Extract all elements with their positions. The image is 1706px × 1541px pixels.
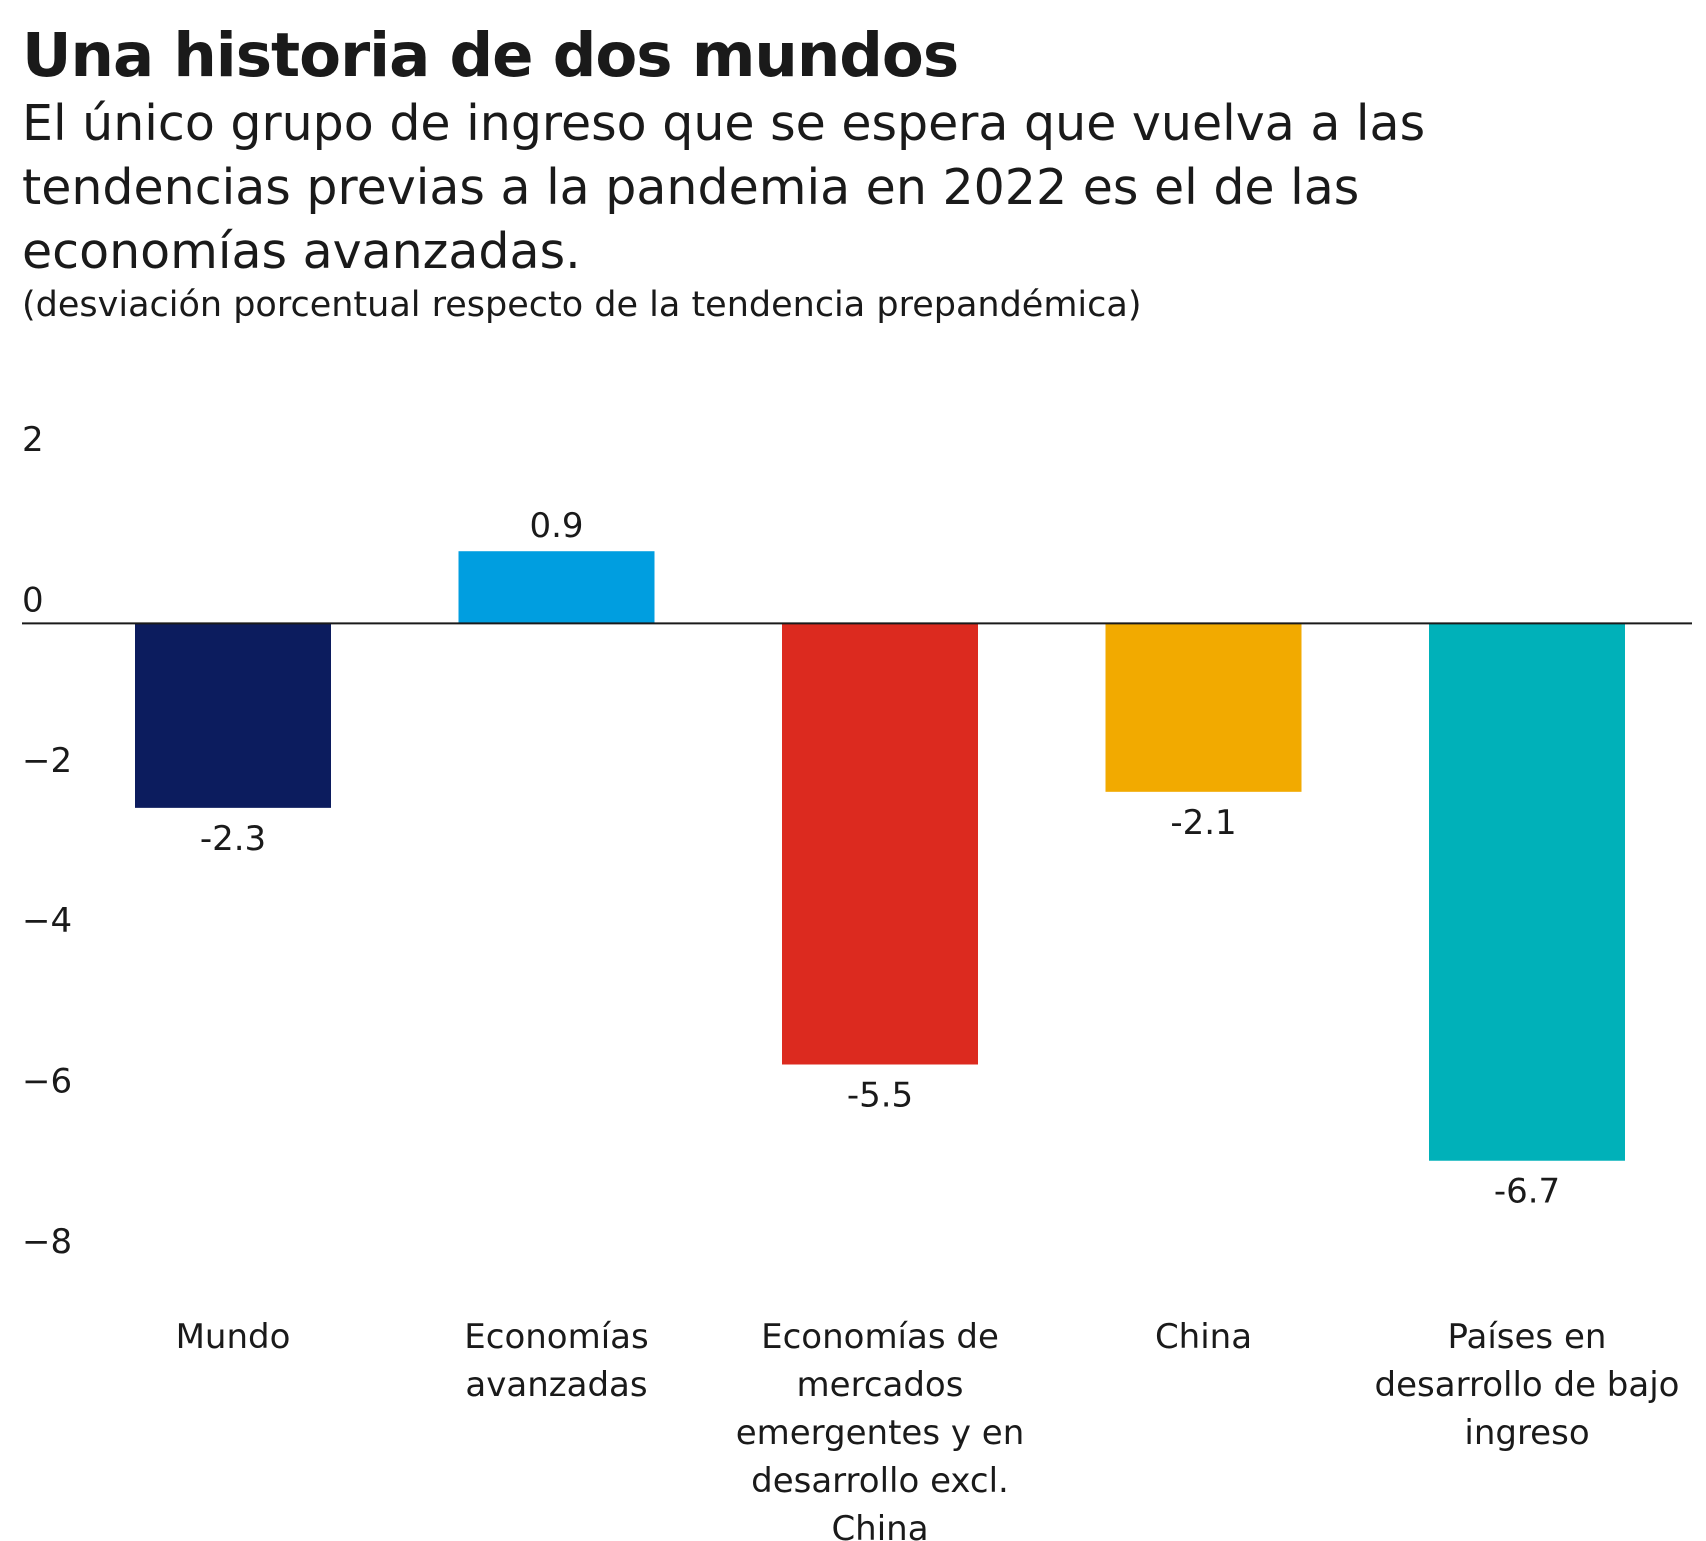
chart-units-note: (desviación porcentual respecto de la te… [22,285,1142,325]
bar [1429,623,1625,1161]
category-label: Mundo [176,1317,291,1357]
bar-value-label: -2.1 [1170,803,1236,843]
bar-value-label: -2.3 [200,819,266,859]
bar [135,623,331,808]
y-tick-label: −4 [22,901,72,941]
bar [1105,623,1302,792]
chart-subtitle: El único grupo de ingreso que se espera … [22,95,1426,280]
bar-value-label: 0.9 [529,506,583,546]
y-tick-label: −6 [22,1062,72,1102]
y-tick-label: 0 [22,580,44,620]
bar-value-label: -5.5 [847,1076,913,1116]
category-label: Países en desarrollo de bajo ingreso [1375,1317,1680,1453]
y-tick-label: −2 [22,741,72,781]
bar [458,551,655,624]
bar [782,623,978,1065]
y-tick-label: 2 [22,420,44,460]
category-label: China [1155,1317,1252,1357]
bar-value-label: -6.7 [1494,1172,1560,1212]
category-label: Economías de mercados emergentes y en desar… [736,1317,1025,1541]
category-label: Economías avanzadas [464,1317,648,1405]
chart-title: Una historia de dos mundos [22,20,959,91]
y-tick-label: −8 [22,1222,72,1262]
